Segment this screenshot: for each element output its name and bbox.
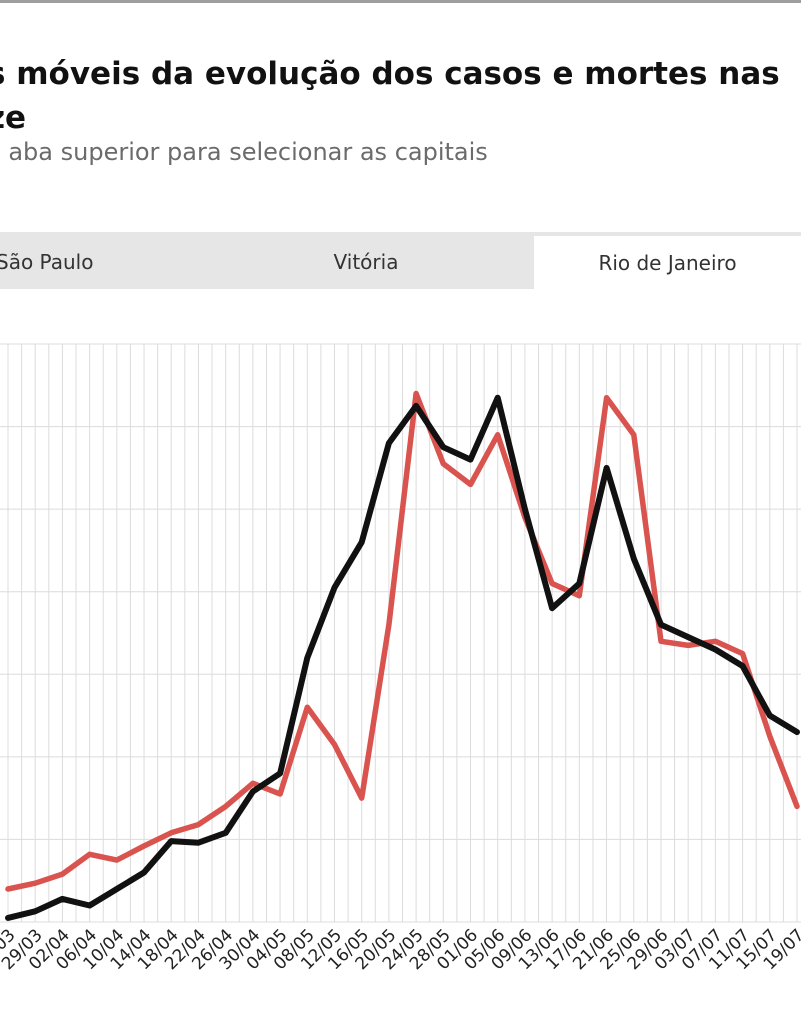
series-line-1 bbox=[5, 390, 800, 892]
tab-vitoria[interactable]: Vitória bbox=[333, 250, 399, 274]
top-rule bbox=[0, 0, 801, 3]
chart-series bbox=[5, 390, 800, 921]
chart-subtitle: a aba superior para selecionar as capita… bbox=[0, 138, 488, 166]
line-chart: 25/0329/0302/0406/0410/0414/0418/0422/04… bbox=[0, 343, 801, 974]
tab-sao-paulo[interactable]: São Paulo bbox=[0, 250, 94, 274]
chart-title-line-2: ze bbox=[0, 100, 27, 136]
chart-grid bbox=[0, 343, 801, 923]
tab-rio-de-janeiro[interactable]: Rio de Janeiro bbox=[534, 236, 801, 289]
series-line-2 bbox=[5, 394, 800, 921]
x-axis-tick-labels: 25/0329/0302/0406/0410/0414/0418/0422/04… bbox=[0, 925, 801, 974]
tab-bar: São Paulo Vitória Rio de Janeiro bbox=[0, 232, 801, 289]
chart-title-line-1: s móveis da evolução dos casos e mortes … bbox=[0, 56, 780, 92]
chart-title: s móveis da evolução dos casos e mortes … bbox=[0, 52, 801, 140]
